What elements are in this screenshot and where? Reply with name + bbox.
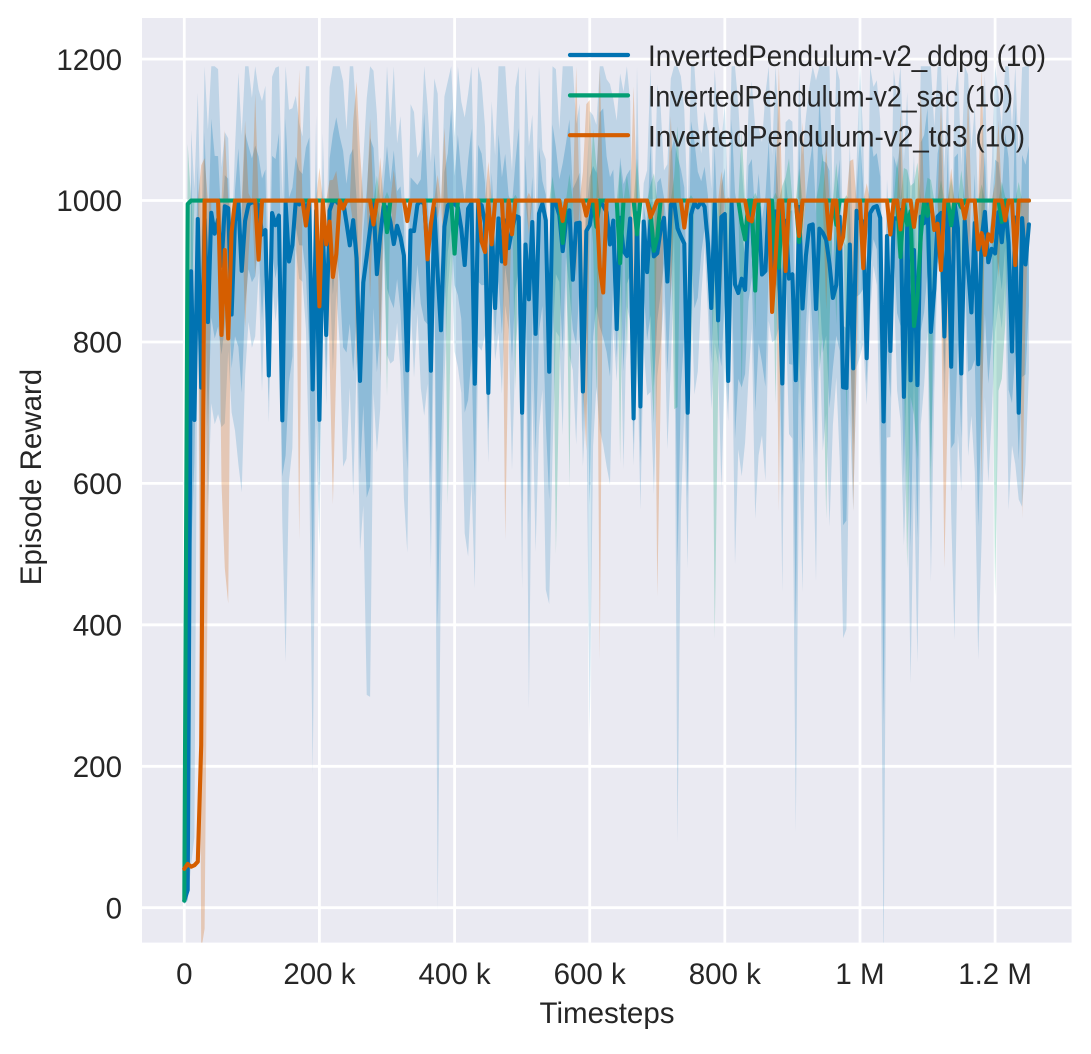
svg-text:1000: 1000 <box>56 185 122 218</box>
svg-text:200 k: 200 k <box>283 958 355 991</box>
svg-text:InvertedPendulum-v2_td3 (10): InvertedPendulum-v2_td3 (10) <box>648 120 1025 153</box>
svg-text:200: 200 <box>73 751 122 784</box>
svg-text:600 k: 600 k <box>554 958 626 991</box>
svg-text:0: 0 <box>106 892 122 925</box>
svg-text:0: 0 <box>176 958 192 991</box>
svg-text:Episode Reward: Episode Reward <box>15 369 48 585</box>
svg-text:InvertedPendulum-v2_sac (10): InvertedPendulum-v2_sac (10) <box>648 81 1013 114</box>
svg-text:Timesteps: Timesteps <box>540 997 675 1030</box>
svg-text:400 k: 400 k <box>419 958 491 991</box>
svg-text:1.2 M: 1.2 M <box>958 958 1032 991</box>
svg-text:1 M: 1 M <box>835 958 884 991</box>
svg-text:InvertedPendulum-v2_ddpg (10): InvertedPendulum-v2_ddpg (10) <box>648 40 1046 73</box>
svg-text:600: 600 <box>73 468 122 501</box>
svg-text:400: 400 <box>73 610 122 643</box>
svg-text:800: 800 <box>73 327 122 360</box>
svg-text:800 k: 800 k <box>689 958 761 991</box>
svg-text:1200: 1200 <box>56 44 122 77</box>
